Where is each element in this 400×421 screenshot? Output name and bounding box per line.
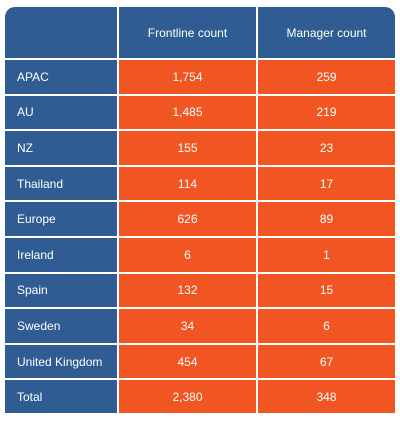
cell-value: 2,380: [117, 378, 258, 413]
cell-value: 34: [117, 307, 258, 345]
cell-value: 23: [256, 129, 395, 167]
cell-value: 219: [256, 93, 395, 132]
row-label: Ireland: [5, 236, 119, 274]
cell-value: 1,485: [117, 93, 258, 132]
cell-value: 6: [117, 236, 258, 274]
cell-value: 259: [256, 58, 395, 96]
cell-value: 454: [117, 342, 258, 381]
table-row: Total 2,380 348: [5, 378, 395, 413]
row-label: Spain: [5, 271, 119, 310]
table-row: Spain 132 15: [5, 271, 395, 310]
cell-value: 6: [256, 307, 395, 345]
cell-value: 1,754: [117, 58, 258, 96]
table-row: Sweden 34 6: [5, 307, 395, 345]
cell-value: 17: [256, 164, 395, 203]
cell-value: 132: [117, 271, 258, 310]
table-row: Europe 626 89: [5, 200, 395, 239]
table-body: APAC 1,754 259 AU 1,485 219 NZ 155 23 Thailand 114…: [5, 58, 395, 413]
table-row: AU 1,485 219: [5, 93, 395, 132]
column-header: Manager count: [256, 7, 395, 60]
row-label: Thailand: [5, 164, 119, 203]
row-label: Total: [5, 378, 119, 413]
column-header: Frontline count: [117, 7, 258, 60]
row-label: AU: [5, 93, 119, 132]
cell-value: 155: [117, 129, 258, 167]
table-row: Thailand 114 17: [5, 164, 395, 203]
cell-value: 89: [256, 200, 395, 239]
cell-value: 348: [256, 378, 395, 413]
table-row: NZ 155 23: [5, 129, 395, 167]
header-corner: [5, 7, 119, 60]
table-row: APAC 1,754 259: [5, 58, 395, 96]
row-label: Europe: [5, 200, 119, 239]
cell-value: 15: [256, 271, 395, 310]
cell-value: 1: [256, 236, 395, 274]
row-label: NZ: [5, 129, 119, 167]
table: Frontline count Manager count APAC 1,754 25…: [5, 7, 395, 413]
table-row: Ireland 6 1: [5, 236, 395, 274]
row-label: United Kingdom: [5, 342, 119, 381]
cell-value: 114: [117, 164, 258, 203]
table-container: Frontline count Manager count APAC 1,754 25…: [5, 7, 395, 413]
row-label: APAC: [5, 58, 119, 96]
cell-value: 626: [117, 200, 258, 239]
header-row: Frontline count Manager count: [5, 7, 395, 60]
cell-value: 67: [256, 342, 395, 381]
row-label: Sweden: [5, 307, 119, 345]
table-row: United Kingdom 454 67: [5, 342, 395, 381]
